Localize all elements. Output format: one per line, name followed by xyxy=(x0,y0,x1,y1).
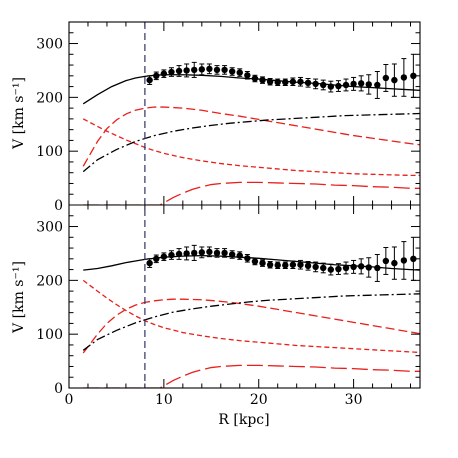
bottom-data-point xyxy=(146,258,153,268)
top-data-point xyxy=(374,71,381,99)
bottom-data-point xyxy=(382,247,390,275)
top-data-point xyxy=(213,65,221,75)
bottom-data-point xyxy=(153,254,160,264)
y-axis-label-top: V [km s⁻¹] xyxy=(11,77,27,150)
bottom-dashdot-black-curve xyxy=(82,293,420,351)
top-data-point xyxy=(153,71,160,81)
top-panel: 0 100 200 300 xyxy=(36,21,420,214)
bottom-y-tick-label: 0 xyxy=(54,381,63,397)
bottom-data-point xyxy=(244,254,251,263)
x-tick-label: 30 xyxy=(345,392,363,408)
top-y-tick-label: 200 xyxy=(36,90,63,106)
bottom-data-point xyxy=(335,263,342,275)
top-data-point xyxy=(320,79,327,91)
top-data-point xyxy=(342,78,350,92)
bottom-data-point xyxy=(213,248,221,258)
top-data-point xyxy=(312,78,319,90)
top-data-point xyxy=(357,75,365,92)
top-short-dash-red-curve xyxy=(82,118,420,177)
bottom-y-tick-label: 200 xyxy=(36,273,63,289)
top-data-point xyxy=(146,75,153,85)
bottom-y-tick-label: 300 xyxy=(36,220,63,236)
top-data-point xyxy=(168,67,175,77)
bottom-data-point xyxy=(357,258,365,275)
bottom-data-point xyxy=(160,252,168,261)
top-data-point xyxy=(289,77,297,87)
bottom-panel: 0 100 200 300 xyxy=(36,204,420,397)
top-data-point xyxy=(244,71,251,80)
bottom-data-point xyxy=(327,263,335,276)
top-data-point xyxy=(365,74,372,95)
top-data-point xyxy=(175,65,183,77)
bottom-data-point xyxy=(400,241,408,280)
bottom-y-tick-label: 100 xyxy=(36,327,63,343)
bottom-data-point xyxy=(282,261,289,270)
bottom-data-point xyxy=(289,260,297,270)
top-dashdot-black-curve xyxy=(82,112,420,173)
top-data-point xyxy=(304,78,312,88)
top-data-point xyxy=(335,80,342,92)
bottom-data-point xyxy=(259,259,266,267)
bottom-data-point xyxy=(320,262,327,274)
top-data-point xyxy=(274,78,281,87)
bottom-data-point xyxy=(183,246,190,261)
top-data-point xyxy=(160,69,168,78)
bottom-data-point xyxy=(221,248,228,258)
bottom-data-point xyxy=(391,246,398,280)
top-solid-black-curve xyxy=(82,74,420,105)
bottom-data-point xyxy=(228,250,236,259)
bottom-data-point xyxy=(350,259,357,274)
bottom-long-dash-red-curve xyxy=(83,364,420,388)
x-axis-label: R [kpc] xyxy=(218,412,269,428)
top-data-point xyxy=(191,61,198,78)
y-axis-label-bottom: V [km s⁻¹] xyxy=(11,261,27,334)
top-data-point xyxy=(198,63,206,76)
top-y-tick-label: 0 xyxy=(54,198,63,214)
top-data-point xyxy=(236,68,243,77)
bottom-medium-dash-red-curve xyxy=(82,298,420,354)
bottom-data-point xyxy=(365,257,372,278)
bottom-data-point xyxy=(274,261,281,270)
bottom-data-point xyxy=(266,261,274,269)
top-long-dash-red-curve xyxy=(83,181,420,205)
top-data-point xyxy=(259,76,266,84)
top-data-point xyxy=(221,65,228,75)
bottom-short-dash-red-curve xyxy=(82,279,420,354)
top-data-point xyxy=(228,67,236,76)
x-tick-label: 0 xyxy=(65,392,74,408)
top-y-tick-label: 300 xyxy=(36,37,63,53)
bottom-data-point xyxy=(312,261,319,273)
bottom-data-point xyxy=(206,246,213,258)
bottom-data-point xyxy=(236,251,243,260)
top-data-point xyxy=(282,78,289,87)
bottom-data-point xyxy=(175,248,183,260)
top-data-point xyxy=(297,76,304,87)
bottom-data-point xyxy=(198,246,206,259)
top-data-point xyxy=(391,63,398,97)
top-data-point xyxy=(266,78,274,86)
bottom-data-point xyxy=(304,261,312,271)
top-data-point xyxy=(183,63,190,78)
top-data-point xyxy=(382,64,390,92)
bottom-data-point xyxy=(297,259,304,270)
top-data-point xyxy=(400,58,408,97)
bottom-data-point xyxy=(191,244,198,261)
top-data-point xyxy=(206,63,213,75)
bottom-data-point xyxy=(251,257,259,266)
top-medium-dash-red-curve xyxy=(82,106,420,167)
bottom-data-point xyxy=(168,250,175,260)
top-y-tick-label: 100 xyxy=(36,144,63,160)
bottom-data-point xyxy=(342,261,350,275)
top-data-point xyxy=(327,80,335,93)
top-data-point xyxy=(251,74,259,83)
x-tick-label: 20 xyxy=(250,392,268,408)
top-data-point xyxy=(350,76,357,91)
bottom-data-point xyxy=(374,254,381,282)
x-tick-label: 10 xyxy=(155,392,173,408)
